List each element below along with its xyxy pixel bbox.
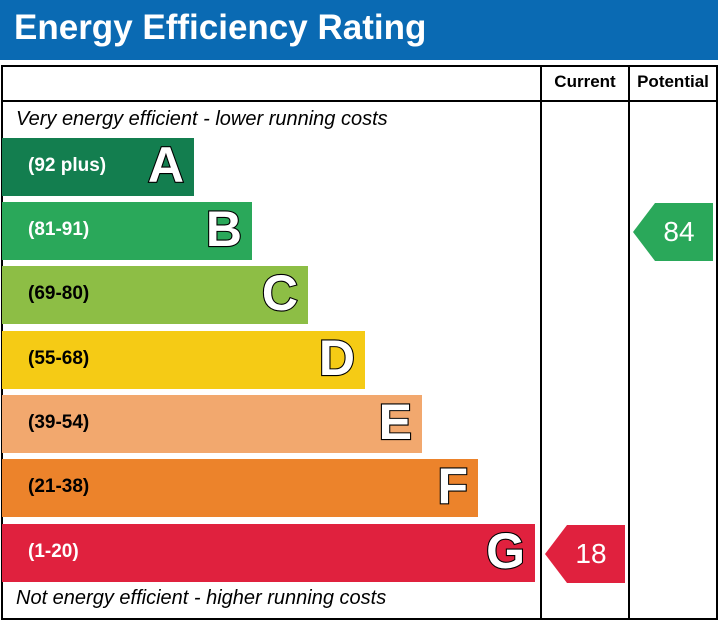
band-b-range: (81-91) <box>28 219 90 240</box>
band-b-letter: B <box>205 200 243 258</box>
band-d-letter: D <box>318 329 356 387</box>
band-a-range: (92 plus) <box>28 155 107 176</box>
potential-rating-marker: 84 <box>633 203 713 261</box>
band-f: (21-38) F <box>2 457 478 517</box>
potential-rating-value: 84 <box>663 216 695 247</box>
potential-marker-shape <box>633 203 713 261</box>
band-d: (55-68) D <box>2 329 365 389</box>
band-c-range: (69-80) <box>28 283 90 304</box>
current-column-header: Current <box>554 72 616 91</box>
band-g: (1-20) G <box>2 522 535 582</box>
current-column-divider <box>540 65 542 620</box>
potential-column-header: Potential <box>637 72 709 91</box>
current-rating-marker: 18 <box>545 525 625 583</box>
band-a: (92 plus) A <box>2 136 194 196</box>
header-divider <box>1 100 718 102</box>
band-e-range: (39-54) <box>28 412 90 433</box>
band-e-letter: E <box>378 393 414 451</box>
band-c: (69-80) C <box>2 264 308 324</box>
band-a-letter: A <box>147 136 185 194</box>
band-f-letter: F <box>436 457 469 515</box>
band-g-letter: G <box>485 522 526 580</box>
band-g-range: (1-20) <box>28 541 79 562</box>
current-rating-value: 18 <box>575 538 607 569</box>
band-b: (81-91) B <box>2 200 252 260</box>
band-f-range: (21-38) <box>28 476 90 497</box>
top-caption: Very energy efficient - lower running co… <box>16 108 388 130</box>
title-bar: Energy Efficiency Rating <box>0 0 718 60</box>
bottom-caption: Not energy efficient - higher running co… <box>16 587 387 609</box>
potential-column-divider <box>628 65 630 620</box>
band-d-range: (55-68) <box>28 348 90 369</box>
chart-title: Energy Efficiency Rating <box>14 8 427 47</box>
band-c-letter: C <box>261 264 299 322</box>
band-e: (39-54) E <box>2 393 422 453</box>
current-marker-shape <box>545 525 625 583</box>
